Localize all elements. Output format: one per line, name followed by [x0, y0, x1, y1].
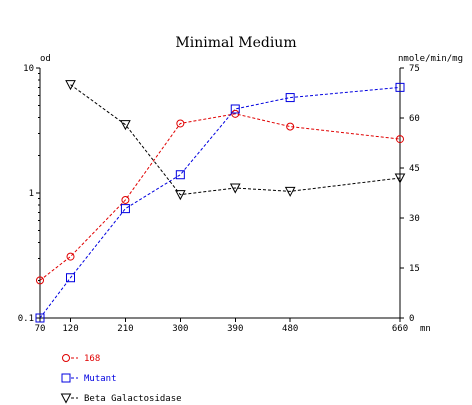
data-point-1	[175, 170, 185, 180]
legend-label: Beta Galactosidase	[84, 394, 182, 404]
left-tick-label: 0.1	[18, 314, 34, 324]
data-point-2	[120, 120, 131, 131]
legend-label: Mutant	[84, 374, 117, 384]
x-tick-label: 120	[62, 324, 78, 334]
x-tick-label: 300	[172, 324, 188, 334]
legend-marker	[62, 354, 70, 362]
data-point-0	[231, 109, 240, 118]
legend: 168 Mutant Beta Galactosidase	[60, 354, 182, 404]
data-point-1	[285, 93, 295, 103]
x-tick-label: 660	[392, 324, 408, 334]
left-tick-label: 1	[29, 189, 34, 199]
data-point-0	[121, 195, 130, 204]
series-line-1	[39, 86, 401, 319]
legend-label: 168	[84, 354, 100, 364]
series-line-0	[39, 113, 401, 281]
right-tick-label: 45	[409, 164, 420, 174]
right-axis-unit: nmole/min/mg	[398, 54, 463, 64]
left-axis-unit: od	[40, 54, 51, 64]
right-tick-label: 60	[409, 114, 420, 124]
right-tick-label: 30	[409, 214, 420, 224]
x-tick-label: 210	[117, 324, 133, 334]
legend-marker	[60, 393, 72, 404]
data-point-0	[36, 276, 44, 285]
data-point-0	[286, 122, 295, 131]
data-point-2	[229, 183, 241, 194]
data-point-2	[284, 186, 296, 197]
chart-title: Minimal Medium	[175, 35, 296, 51]
x-tick-label: 390	[227, 324, 243, 334]
data-point-1	[395, 82, 405, 92]
legend-marker	[61, 373, 71, 383]
right-tick-label: 15	[409, 264, 420, 274]
x-tick-label: 480	[282, 324, 298, 334]
left-tick-label: 10	[23, 64, 34, 74]
x-tick-label: 70	[35, 324, 46, 334]
series-lines	[39, 84, 401, 319]
axis-ticks: 70 120 210 300 390 480 660 0.1 1 10 0 15 30 45 60 75	[18, 64, 420, 334]
data-point-2	[65, 80, 76, 91]
data-point-1	[66, 273, 76, 283]
right-tick-label: 0	[409, 314, 414, 324]
series-markers	[35, 80, 406, 323]
data-point-1	[230, 104, 240, 114]
data-point-0	[176, 119, 185, 128]
data-point-1	[120, 204, 130, 214]
data-point-2	[394, 173, 406, 184]
x-axis-unit: mn	[420, 324, 431, 334]
data-point-0	[396, 135, 404, 144]
data-point-0	[66, 252, 75, 261]
data-point-1	[35, 313, 45, 323]
series-line-2	[70, 84, 401, 196]
right-tick-label: 75	[409, 64, 420, 74]
data-point-2	[175, 190, 186, 201]
